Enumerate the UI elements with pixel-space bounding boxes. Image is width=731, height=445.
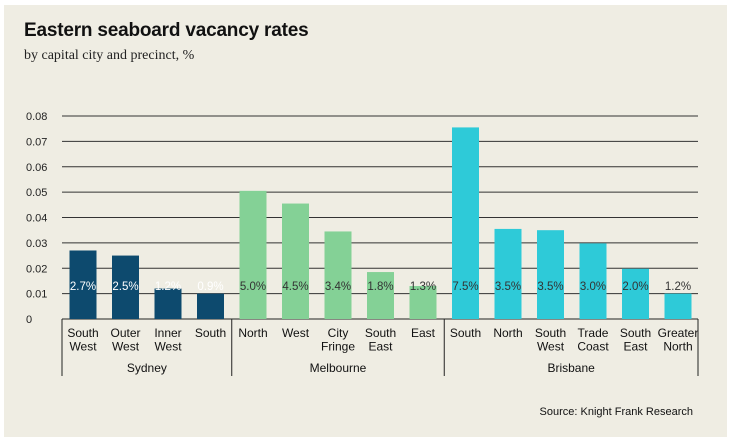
bar (494, 228, 522, 319)
category-label: South (620, 326, 651, 340)
data-label: 3.4% (325, 281, 351, 293)
data-label: 1.3% (410, 281, 436, 293)
category-label: South (450, 326, 481, 340)
bar (537, 230, 564, 319)
category-label: Coast (577, 340, 609, 354)
data-label: 3.0% (580, 281, 606, 293)
chart-card: Eastern seaboard vacancy rates by capita… (4, 5, 727, 437)
category-label: East (411, 326, 436, 340)
bar (452, 127, 479, 319)
y-tick-label: 0 (26, 314, 32, 326)
category-label: North (493, 326, 522, 340)
category-label: North (238, 326, 267, 340)
category-label: West (154, 340, 182, 354)
bar (324, 231, 352, 319)
category-label: East (368, 340, 393, 354)
data-label: 2.5% (112, 281, 138, 293)
data-label: 0.9% (197, 281, 223, 293)
data-label: 1.2% (665, 281, 691, 293)
y-tick-label: 0.01 (26, 289, 47, 301)
bar (112, 255, 139, 319)
bar (154, 288, 182, 319)
category-label: Trade (578, 326, 609, 340)
category-label: South (535, 326, 566, 340)
y-tick-label: 0.04 (26, 213, 47, 225)
data-label: 3.5% (495, 281, 521, 293)
data-label: 2.0% (622, 281, 648, 293)
y-tick-label: 0.02 (26, 263, 47, 275)
category-label: Inner (154, 326, 181, 340)
group-label: Melbourne (310, 361, 367, 375)
data-label: 7.5% (452, 281, 478, 293)
bar (197, 293, 224, 319)
data-label: 3.5% (537, 281, 563, 293)
y-tick-label: 0.06 (26, 162, 47, 174)
data-label: 2.7% (70, 281, 96, 293)
category-label: Fringe (321, 340, 355, 354)
bar (664, 293, 692, 319)
y-tick-label: 0.05 (26, 187, 47, 199)
chart-subtitle: by capital city and precinct, % (24, 48, 195, 63)
bar (622, 268, 649, 319)
category-label: North (663, 340, 692, 354)
data-label: 1.2% (155, 281, 181, 293)
bar (367, 272, 394, 319)
chart-title: Eastern seaboard vacancy rates (24, 20, 309, 41)
data-label: 1.8% (367, 281, 393, 293)
bar (579, 243, 607, 319)
category-label: West (282, 326, 310, 340)
category-label: West (69, 340, 97, 354)
category-label: Greater (658, 326, 699, 340)
bar (239, 190, 267, 319)
bar (282, 203, 309, 319)
group-label: Sydney (127, 361, 167, 375)
bar (69, 250, 97, 319)
y-tick-label: 0.03 (26, 238, 47, 250)
category-label: Outer (110, 326, 140, 340)
category-label: South (67, 326, 98, 340)
data-label: 5.0% (240, 281, 266, 293)
bar (409, 286, 437, 319)
y-tick-label: 0.07 (26, 136, 47, 148)
category-label: East (623, 340, 648, 354)
category-label: South (195, 326, 226, 340)
group-label: Brisbane (547, 361, 595, 375)
category-label: City (328, 326, 349, 340)
source-note: Source: Knight Frank Research (539, 406, 693, 418)
data-label: 4.5% (282, 281, 308, 293)
category-label: South (365, 326, 396, 340)
y-tick-label: 0.08 (26, 111, 47, 123)
category-label: West (537, 340, 565, 354)
category-label: West (112, 340, 140, 354)
